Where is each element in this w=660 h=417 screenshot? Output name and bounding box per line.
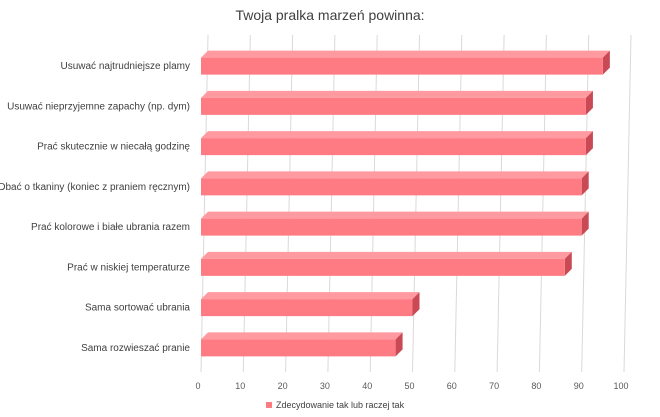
bar — [201, 332, 403, 357]
bar-front-face — [201, 258, 565, 276]
bars-layer — [201, 50, 610, 357]
legend-swatch — [266, 402, 272, 408]
grid-layer — [200, 34, 632, 373]
bar-front-face — [201, 178, 582, 196]
legend: Zdecydowanie tak lub raczej tak — [266, 400, 405, 410]
bar-front-face — [201, 218, 582, 236]
gridline — [285, 34, 294, 373]
gridline — [200, 34, 209, 373]
x-tick-label: 20 — [278, 381, 288, 391]
bar-side-face — [602, 50, 610, 75]
x-tick-label: 100 — [613, 381, 628, 391]
bar-side-face — [395, 332, 403, 357]
bar — [201, 171, 589, 196]
gridline — [454, 34, 463, 373]
x-axis-tick-labels: 0 10 20 30 40 50 60 70 80 90 100 — [195, 381, 628, 391]
bar-top-face — [201, 251, 572, 259]
x-tick-label: 10 — [235, 381, 245, 391]
category-label: Dbać o tkaniny (koniec z praniem ręcznym… — [0, 182, 190, 193]
gridline — [538, 34, 547, 373]
category-label: Sama rozwieszać pranie — [81, 343, 190, 354]
bar — [201, 251, 572, 276]
gridline — [327, 34, 336, 373]
bar-front-face — [201, 57, 603, 75]
x-tick-label: 90 — [574, 381, 584, 391]
x-tick-label: 50 — [404, 381, 414, 391]
gridline — [369, 34, 378, 373]
gridline — [242, 34, 251, 373]
bar-side-face — [581, 211, 589, 236]
category-label: Prać skutecznie w niecałą godzinę — [37, 142, 190, 153]
bar — [201, 211, 589, 236]
x-tick-label: 0 — [195, 381, 200, 391]
category-label: Prać w niskiej temperaturze — [67, 262, 190, 273]
bar-side-face — [412, 292, 420, 317]
bar — [201, 50, 610, 75]
bar-side-face — [585, 131, 593, 156]
bar-top-face — [201, 292, 420, 300]
gridline — [496, 34, 505, 373]
gridline — [623, 34, 632, 373]
gridline — [581, 34, 590, 373]
x-tick-label: 60 — [447, 381, 457, 391]
bar — [201, 90, 593, 115]
bar-top-face — [201, 171, 589, 179]
bar-top-face — [201, 131, 593, 139]
bar-front-face — [201, 97, 586, 115]
bar-top-face — [201, 90, 593, 98]
bar-top-face — [201, 50, 610, 58]
bar — [201, 292, 420, 317]
category-label: Usuwać nieprzyjemne zapachy (np. dym) — [7, 101, 190, 112]
category-label: Prać kolorowe i białe ubrania razem — [31, 222, 190, 233]
bar — [201, 131, 593, 156]
legend-label: Zdecydowanie tak lub raczej tak — [276, 400, 405, 410]
x-tick-label: 30 — [320, 381, 330, 391]
bar-side-face — [581, 171, 589, 196]
x-tick-label: 40 — [362, 381, 372, 391]
bar-front-face — [201, 138, 586, 156]
category-label: Sama sortować ubrania — [85, 303, 190, 314]
x-tick-label: 80 — [531, 381, 541, 391]
chart-title: Twoja pralka marzeń powinna: — [235, 7, 424, 23]
category-label: Usuwać najtrudniejsze plamy — [60, 61, 190, 72]
category-labels: Usuwać najtrudniejsze plamy Usuwać nieprz… — [0, 61, 190, 354]
x-tick-label: 70 — [489, 381, 499, 391]
bar-top-face — [201, 211, 589, 219]
bar-front-face — [201, 299, 413, 317]
bar-side-face — [585, 90, 593, 115]
bar-front-face — [201, 339, 396, 357]
bar-top-face — [201, 332, 403, 340]
gridline — [412, 34, 420, 373]
bar-side-face — [564, 251, 572, 276]
